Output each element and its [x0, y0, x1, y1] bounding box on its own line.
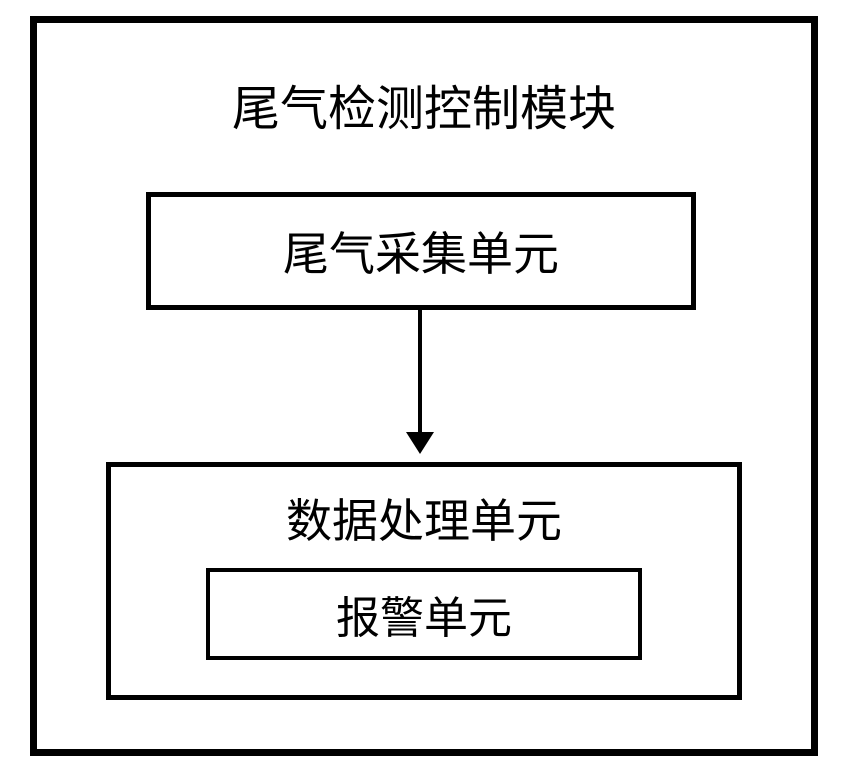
- arrow-line: [418, 310, 422, 436]
- alarm-unit-box: 报警单元: [206, 568, 642, 660]
- alarm-unit-label: 报警单元: [336, 582, 512, 646]
- arrow-head-icon: [406, 432, 434, 454]
- process-unit-label: 数据处理单元: [286, 485, 562, 551]
- diagram-canvas: 尾气检测控制模块 尾气采集单元 数据处理单元 报警单元: [0, 0, 846, 770]
- collect-unit-label: 尾气采集单元: [283, 218, 559, 284]
- collect-unit-box: 尾气采集单元: [146, 192, 696, 310]
- module-title: 尾气检测控制模块: [37, 69, 811, 139]
